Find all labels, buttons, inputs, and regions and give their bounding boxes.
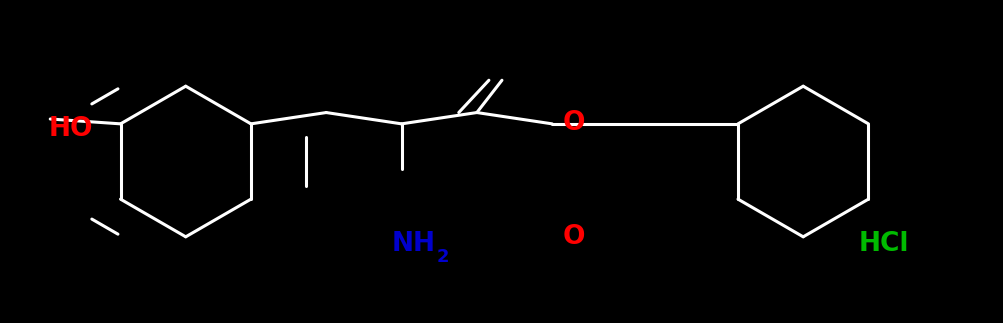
Text: O: O: [563, 224, 585, 250]
Text: 2: 2: [436, 248, 448, 266]
Text: NH: NH: [391, 231, 435, 257]
Text: HO: HO: [48, 116, 92, 142]
Text: O: O: [563, 110, 585, 136]
Text: HCl: HCl: [858, 231, 908, 257]
